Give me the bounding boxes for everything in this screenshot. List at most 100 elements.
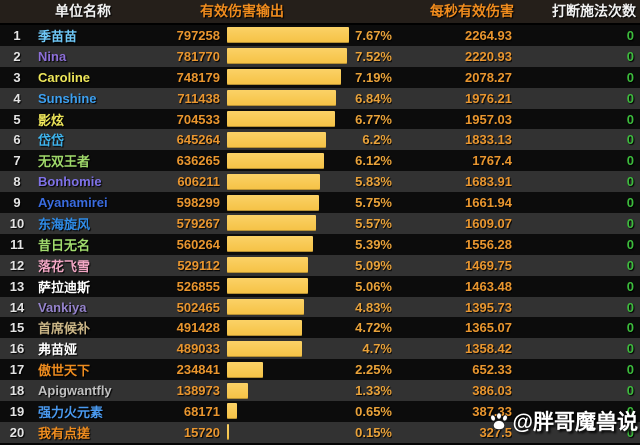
damage-bar-cell xyxy=(220,382,349,399)
damage-value: 68171 xyxy=(183,403,220,419)
damage-value: 579267 xyxy=(176,215,220,231)
damage-bar-track xyxy=(227,361,349,378)
damage-bar-cell xyxy=(220,361,349,378)
unit-name: 岱岱 xyxy=(38,133,65,149)
table-header: 单位名称 有效伤害输出 每秒有效伤害 打断施法次数 xyxy=(0,0,640,25)
damage-bar-track xyxy=(227,131,349,148)
interrupt-count: 0 xyxy=(626,132,634,148)
damage-bar-fill xyxy=(227,278,308,295)
interrupt-count: 0 xyxy=(626,299,634,315)
rank-cell: 6 xyxy=(13,132,21,148)
damage-bar-track xyxy=(227,236,349,253)
damage-bar-fill xyxy=(227,236,313,253)
dps-value: 1358.42 xyxy=(465,341,512,357)
damage-bar-cell xyxy=(220,215,349,232)
damage-percent: 0.65% xyxy=(355,403,392,419)
damage-bar-track xyxy=(227,69,349,86)
table-row: 5 影炫 704533 6.77% 1957.03 0 xyxy=(0,108,640,130)
unit-name: Ayanamirei xyxy=(38,195,108,211)
damage-bar-fill xyxy=(227,111,335,127)
table-row: 18 Apigwantfly 138973 1.33% 386.03 0 xyxy=(0,380,640,402)
dps-value: 1833.13 xyxy=(465,132,512,148)
damage-bar-fill xyxy=(227,403,238,420)
damage-percent: 0.15% xyxy=(355,424,392,440)
damage-bar-cell xyxy=(220,299,349,316)
damage-percent: 5.06% xyxy=(355,278,392,294)
damage-value: 781770 xyxy=(176,48,220,64)
damage-percent: 6.84% xyxy=(355,90,392,106)
interrupt-count: 0 xyxy=(626,278,634,294)
damage-bar-track xyxy=(227,173,349,190)
damage-value: 645264 xyxy=(176,132,220,148)
damage-percent: 5.83% xyxy=(355,174,392,190)
table-row: 3 Caroline 748179 7.19% 2078.27 0 xyxy=(0,66,640,88)
table-row: 16 弗苗娅 489033 4.7% 1358.42 0 xyxy=(0,338,640,360)
damage-bar-track xyxy=(227,257,349,274)
damage-bar-track xyxy=(227,299,349,316)
damage-value: 502465 xyxy=(176,299,220,315)
damage-value: 704533 xyxy=(176,111,220,127)
unit-name: 昔日无名 xyxy=(38,237,91,253)
table-row: 8 Bonhomie 606211 5.83% 1683.91 0 xyxy=(0,171,640,193)
damage-percent: 4.83% xyxy=(355,299,392,315)
rank-cell: 15 xyxy=(9,320,25,336)
interrupt-count: 0 xyxy=(626,362,634,378)
damage-bar-cell xyxy=(220,131,349,148)
damage-value: 526855 xyxy=(176,278,220,294)
damage-bar-fill xyxy=(227,69,342,86)
interrupt-count: 0 xyxy=(626,424,634,440)
damage-value: 636265 xyxy=(176,153,220,169)
dps-value: 387.33 xyxy=(472,403,512,419)
damage-value: 748179 xyxy=(176,69,220,85)
damage-percent: 4.72% xyxy=(355,320,392,336)
table-row: 13 萨拉迪斯 526855 5.06% 1463.48 0 xyxy=(0,275,640,297)
dps-value: 1976.21 xyxy=(465,90,512,106)
damage-bar-fill xyxy=(227,131,326,148)
damage-percent: 7.19% xyxy=(355,69,392,85)
rank-cell: 5 xyxy=(13,111,21,127)
damage-value: 598299 xyxy=(176,195,220,211)
damage-bar-fill xyxy=(227,424,230,441)
rank-cell: 1 xyxy=(13,27,21,43)
dps-value: 386.03 xyxy=(472,383,512,399)
dps-value: 2078.27 xyxy=(465,69,512,85)
interrupt-count: 0 xyxy=(626,215,634,231)
damage-bar-fill xyxy=(227,382,249,399)
damage-bar-fill xyxy=(227,27,349,44)
interrupt-count: 0 xyxy=(626,320,634,336)
damage-bar-fill xyxy=(227,340,302,357)
damage-bar-fill xyxy=(227,361,263,378)
dps-value: 2220.93 xyxy=(465,48,512,64)
rank-cell: 19 xyxy=(9,403,25,419)
unit-name: Apigwantfly xyxy=(38,383,112,399)
rank-cell: 14 xyxy=(9,299,25,315)
damage-bar-track xyxy=(227,90,349,107)
table-row: 9 Ayanamirei 598299 5.75% 1661.94 0 xyxy=(0,192,640,214)
damage-bar-fill xyxy=(227,48,347,65)
interrupt-count: 0 xyxy=(626,48,634,64)
unit-name: 无双王者 xyxy=(38,154,91,170)
damage-value: 606211 xyxy=(177,174,220,190)
interrupt-count: 0 xyxy=(626,27,634,43)
table-row: 6 岱岱 645264 6.2% 1833.13 0 xyxy=(0,129,640,151)
unit-name: Sunshine xyxy=(38,90,97,106)
damage-percent: 6.12% xyxy=(355,153,392,169)
damage-percent: 5.75% xyxy=(355,195,392,211)
damage-bar-track xyxy=(227,424,349,441)
table-row: 17 傲世天下 234841 2.25% 652.33 0 xyxy=(0,359,640,381)
damage-bar-cell xyxy=(220,173,349,190)
dps-value: 1661.94 xyxy=(465,195,512,211)
damage-value: 560264 xyxy=(176,236,220,252)
damage-bar-fill xyxy=(227,90,336,107)
damage-bar-track xyxy=(227,278,349,295)
damage-bar-cell xyxy=(220,90,349,107)
column-header-dps: 每秒有效伤害 xyxy=(430,3,514,19)
damage-value: 797258 xyxy=(176,27,220,43)
damage-bar-cell xyxy=(220,236,349,253)
column-header-interrupts: 打断施法次数 xyxy=(552,3,636,19)
damage-bar-cell xyxy=(220,27,349,44)
damage-bar-track xyxy=(227,403,349,420)
dps-value: 1469.75 xyxy=(465,257,512,273)
table-row: 12 落花飞雪 529112 5.09% 1469.75 0 xyxy=(0,254,640,276)
